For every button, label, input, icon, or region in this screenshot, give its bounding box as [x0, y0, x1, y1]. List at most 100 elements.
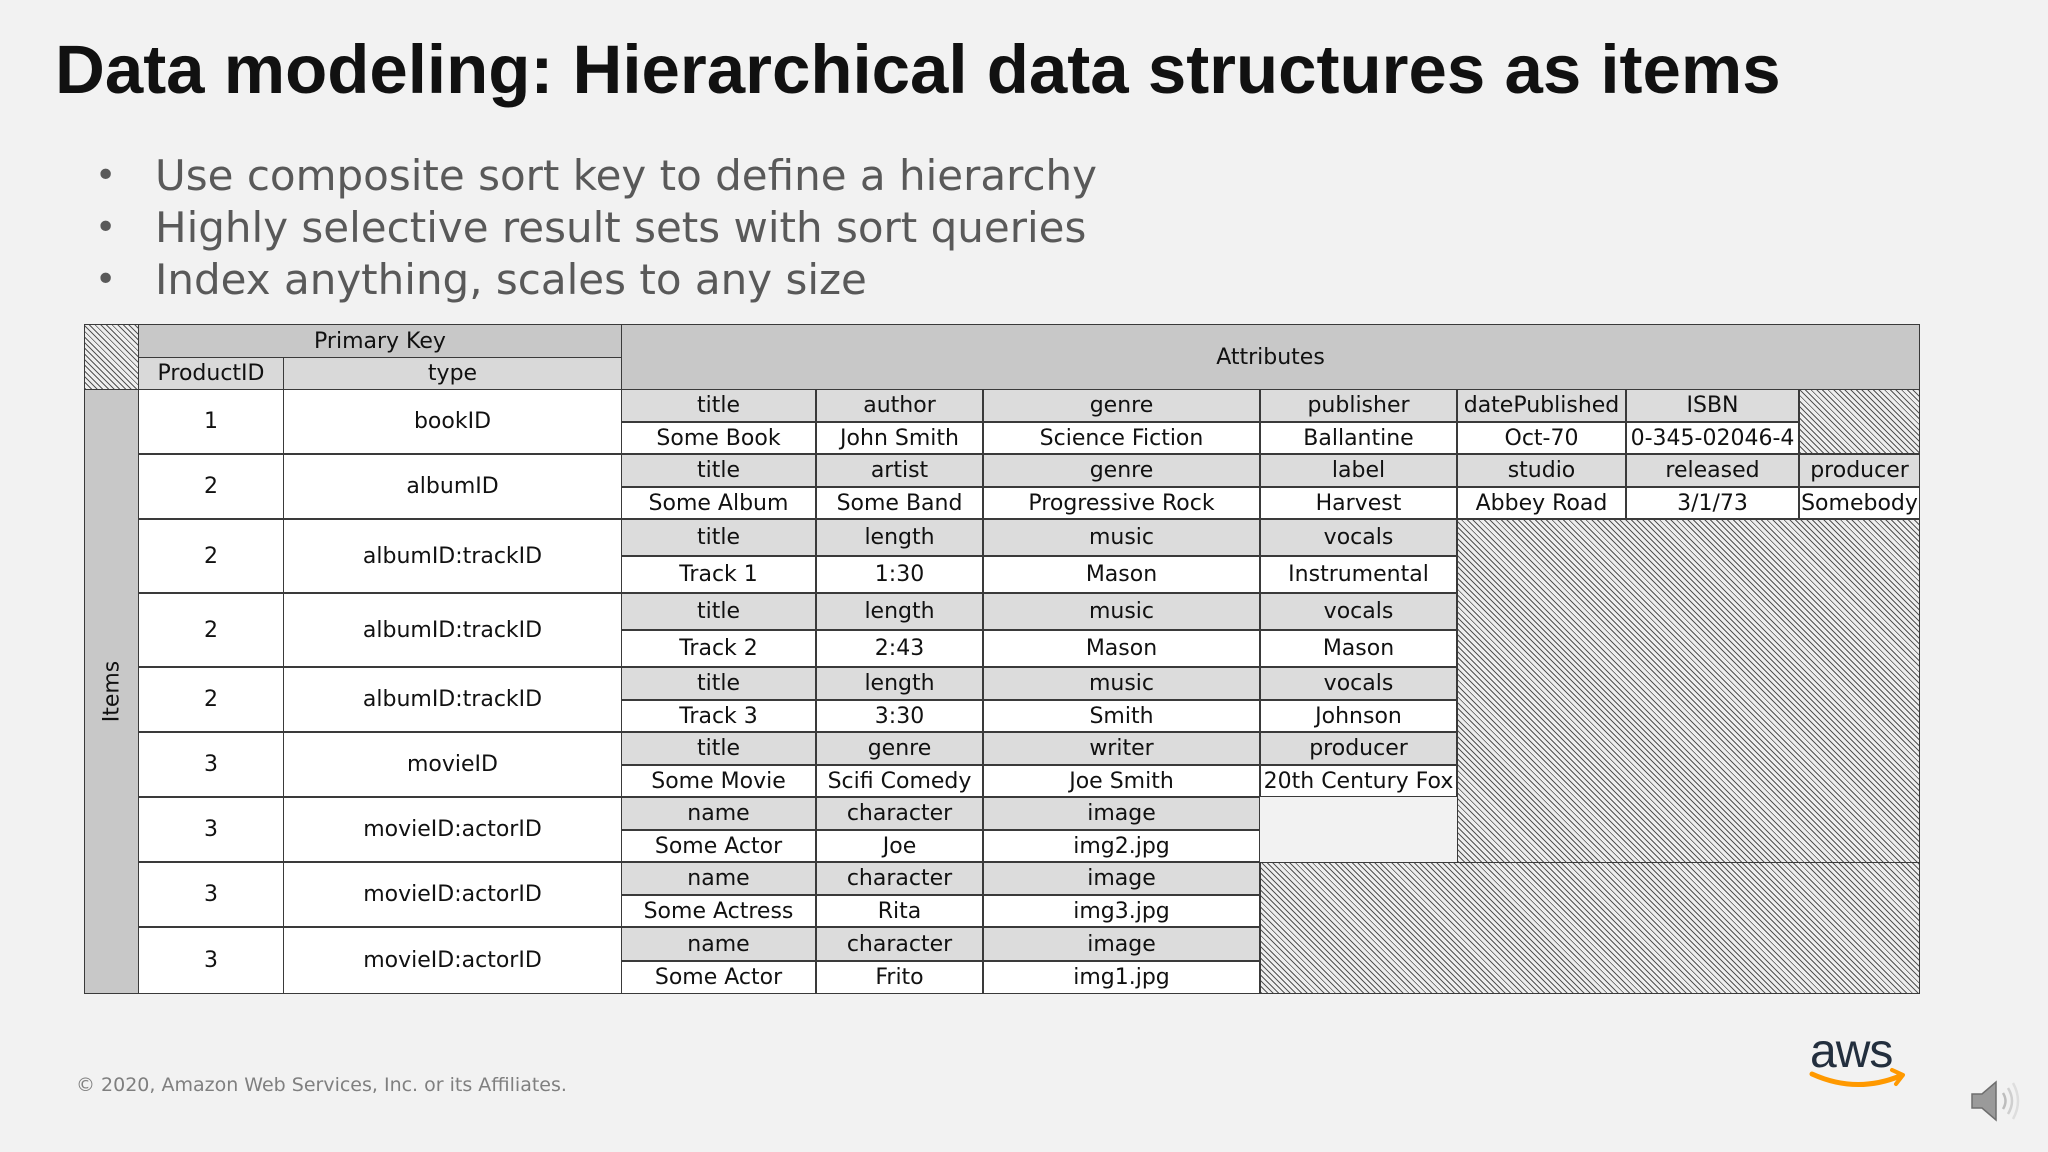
attribute-name-cell: name	[621, 927, 816, 961]
attribute-name-cell: title	[621, 593, 816, 630]
attribute-value-cell: Rita	[816, 895, 983, 927]
attribute-value-cell: Some Book	[621, 422, 816, 454]
attribute-name-cell: title	[621, 519, 816, 556]
attribute-value-cell: Some Actor	[621, 830, 816, 862]
aws-smile-icon	[1809, 1068, 1905, 1087]
unused-attribute-hatch	[1457, 519, 1920, 863]
bullet-text: Use composite sort key to define a hiera…	[155, 151, 1098, 200]
attribute-value-cell: Instrumental	[1260, 556, 1457, 593]
type-cell: albumID:trackID	[283, 593, 622, 667]
type-cell: albumID:trackID	[283, 519, 622, 593]
attribute-value-cell: img2.jpg	[983, 830, 1260, 862]
attribute-name-cell: image	[983, 927, 1260, 961]
attribute-name-cell: image	[983, 862, 1260, 895]
attribute-value-cell: Mason	[1260, 630, 1457, 667]
primary-key-header: Primary Key	[138, 324, 622, 358]
aws-logo-text: aws	[1810, 1025, 1893, 1078]
aws-logo: aws	[1806, 1026, 1916, 1096]
attribute-value-cell: Some Actress	[621, 895, 816, 927]
attribute-value-cell: Joe Smith	[983, 765, 1260, 797]
attribute-name-cell: publisher	[1260, 389, 1457, 422]
attribute-value-cell: Mason	[983, 556, 1260, 593]
item-table: Primary Key ProductID type Attributes It…	[84, 324, 1920, 994]
attribute-value-cell: 20th Century Fox	[1260, 765, 1457, 797]
bullet-list: • Use composite sort key to define a hier…	[95, 150, 1097, 306]
product-id-cell: 2	[138, 519, 284, 593]
attribute-value-cell: John Smith	[816, 422, 983, 454]
attribute-value-cell: Joe	[816, 830, 983, 862]
attribute-name-cell: length	[816, 667, 983, 700]
copyright-footer: © 2020, Amazon Web Services, Inc. or its…	[76, 1074, 567, 1096]
attribute-value-cell: Science Fiction	[983, 422, 1260, 454]
attribute-name-cell: title	[621, 732, 816, 765]
attribute-name-cell: music	[983, 519, 1260, 556]
type-cell: movieID:actorID	[283, 927, 622, 994]
type-cell: movieID	[283, 732, 622, 797]
speaker-icon[interactable]	[1966, 1076, 2026, 1126]
attribute-name-cell: vocals	[1260, 667, 1457, 700]
product-id-cell: 3	[138, 732, 284, 797]
attribute-value-cell: img1.jpg	[983, 961, 1260, 994]
attribute-name-cell: name	[621, 797, 816, 830]
bullet-item: • Index anything, scales to any size	[95, 254, 1097, 306]
product-id-cell: 3	[138, 927, 284, 994]
attribute-name-cell: author	[816, 389, 983, 422]
attribute-value-cell: Johnson	[1260, 700, 1457, 732]
attributes-header: Attributes	[621, 324, 1920, 390]
attribute-value-cell: Scifi Comedy	[816, 765, 983, 797]
attribute-name-cell: character	[816, 797, 983, 830]
attribute-name-cell: title	[621, 389, 816, 422]
attribute-name-cell: music	[983, 667, 1260, 700]
unused-attribute-hatch	[1799, 389, 1920, 454]
attribute-value-cell: img3.jpg	[983, 895, 1260, 927]
bullet-text: Highly selective result sets with sort q…	[155, 203, 1087, 252]
attribute-name-cell: producer	[1799, 454, 1920, 487]
bullet-dot-icon: •	[95, 207, 117, 248]
attribute-value-cell: Track 1	[621, 556, 816, 593]
attribute-name-cell: character	[816, 862, 983, 895]
attribute-name-cell: released	[1626, 454, 1799, 487]
attribute-name-cell: genre	[983, 454, 1260, 487]
bullet-dot-icon: •	[95, 259, 117, 300]
speaker-glyph	[1971, 1080, 2020, 1122]
attribute-name-cell: music	[983, 593, 1260, 630]
attribute-value-cell: Somebody	[1799, 487, 1920, 519]
unused-attribute-hatch	[1260, 862, 1920, 994]
attribute-value-cell: Some Band	[816, 487, 983, 519]
attribute-name-cell: length	[816, 519, 983, 556]
attribute-name-cell: vocals	[1260, 519, 1457, 556]
attribute-value-cell: Track 3	[621, 700, 816, 732]
type-cell: movieID:actorID	[283, 797, 622, 862]
attribute-value-cell: Oct-70	[1457, 422, 1626, 454]
attribute-value-cell: Mason	[983, 630, 1260, 667]
attribute-name-cell: datePublished	[1457, 389, 1626, 422]
attribute-name-cell: vocals	[1260, 593, 1457, 630]
attribute-value-cell: 2:43	[816, 630, 983, 667]
type-cell: bookID	[283, 389, 622, 454]
product-id-cell: 3	[138, 797, 284, 862]
attribute-value-cell: Abbey Road	[1457, 487, 1626, 519]
attribute-value-cell: Smith	[983, 700, 1260, 732]
bullet-item: • Highly selective result sets with sort …	[95, 202, 1097, 254]
type-cell: albumID	[283, 454, 622, 519]
attribute-value-cell: 1:30	[816, 556, 983, 593]
bullet-text: Index anything, scales to any size	[155, 255, 867, 304]
attribute-name-cell: genre	[983, 389, 1260, 422]
attribute-name-cell: producer	[1260, 732, 1457, 765]
attribute-name-cell: studio	[1457, 454, 1626, 487]
product-id-cell: 2	[138, 667, 284, 732]
items-column: Items	[84, 389, 139, 994]
bullet-item: • Use composite sort key to define a hier…	[95, 150, 1097, 202]
attribute-value-cell: Some Album	[621, 487, 816, 519]
attribute-value-cell: Some Movie	[621, 765, 816, 797]
attribute-value-cell: 3:30	[816, 700, 983, 732]
attribute-name-cell: image	[983, 797, 1260, 830]
attribute-name-cell: genre	[816, 732, 983, 765]
attribute-name-cell: writer	[983, 732, 1260, 765]
corner-hatch	[84, 324, 139, 390]
attribute-value-cell: 0-345-02046-4	[1626, 422, 1799, 454]
attribute-name-cell: artist	[816, 454, 983, 487]
product-id-cell: 2	[138, 454, 284, 519]
product-id-header: ProductID	[138, 357, 284, 390]
attribute-value-cell: Harvest	[1260, 487, 1457, 519]
